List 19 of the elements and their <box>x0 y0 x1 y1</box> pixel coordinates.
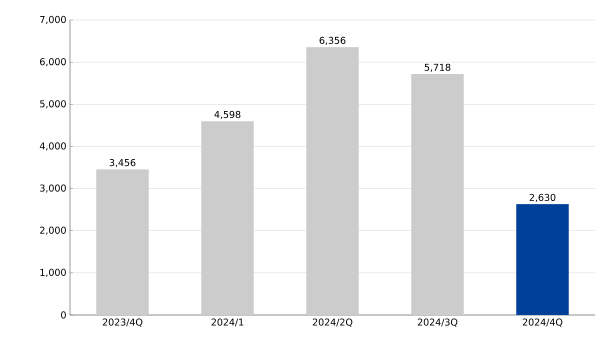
y-tick-label: 1,000 <box>40 268 66 277</box>
y-tick-label: 6,000 <box>40 58 66 66</box>
bar <box>516 204 569 315</box>
data-label: 3,456 <box>110 159 136 168</box>
y-tick-label: 5,000 <box>40 100 66 108</box>
x-tick-label: 2024/3Q <box>418 318 458 327</box>
data-label: 4,598 <box>214 110 240 120</box>
y-tick-label: 2,000 <box>40 226 66 235</box>
x-tick-label: 2024/4Q <box>522 318 562 327</box>
x-tick-label: 2023/4Q <box>102 318 142 327</box>
data-label: 6,356 <box>320 36 346 45</box>
y-tick-label: 3,000 <box>40 184 66 193</box>
y-tick-label: 4,000 <box>40 142 66 150</box>
x-tick-label: 2024/1 <box>212 318 244 326</box>
data-label: 2,630 <box>530 194 556 202</box>
y-tick-label: 7,000 <box>40 16 66 24</box>
data-label: 5,718 <box>424 64 450 72</box>
x-tick-label: 2024/2Q <box>312 318 352 327</box>
y-tick-label: 0 <box>61 311 66 319</box>
